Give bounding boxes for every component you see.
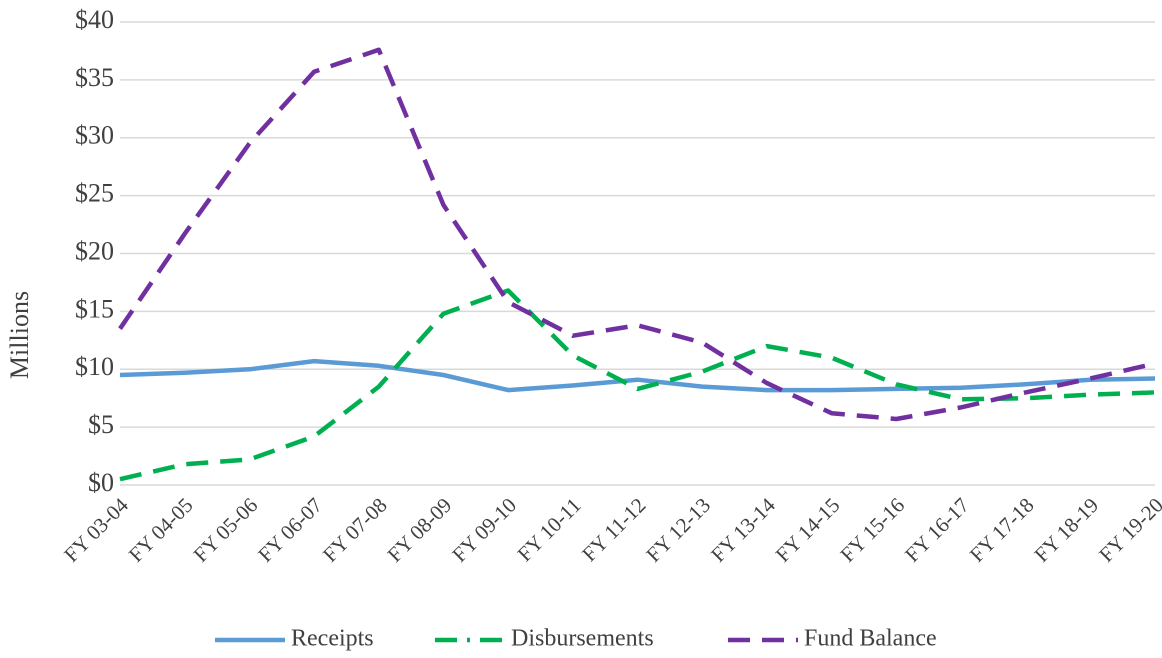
legend-label: Disbursements [511, 626, 654, 652]
y-tick-label: $30 [75, 121, 114, 150]
x-tick-label: FY 07-08 [318, 493, 392, 567]
y-tick-label: $5 [88, 410, 114, 439]
x-tick-label: FY 17-18 [965, 493, 1039, 567]
legend-label: Receipts [291, 626, 374, 652]
x-tick-label: FY 11-12 [577, 493, 650, 566]
x-tick-label: FY 12-13 [641, 493, 715, 567]
x-tick-label: FY 15-16 [835, 493, 909, 567]
x-tick-label: FY 18-19 [1029, 493, 1103, 567]
y-tick-label: $0 [88, 468, 114, 497]
legend-label: Fund Balance [804, 626, 937, 652]
x-tick-label: FY 06-07 [253, 493, 327, 567]
y-axis-label: Millions [5, 291, 34, 379]
y-tick-label: $35 [75, 63, 114, 92]
y-tick-label: $20 [75, 236, 114, 265]
x-tick-label: FY 03-04 [59, 493, 133, 567]
x-tick-label: FY 08-09 [383, 493, 457, 567]
x-tick-label: FY 10-11 [513, 493, 586, 566]
x-tick-label: FY 14-15 [771, 493, 845, 567]
series-line [119, 358, 1156, 393]
y-tick-label: $40 [75, 5, 114, 34]
x-tick-label: FY 19-20 [1094, 493, 1162, 567]
x-tick-label: FY 16-17 [900, 493, 974, 567]
x-tick-label: FY 04-05 [124, 493, 198, 567]
series-line [119, 288, 1156, 482]
x-tick-label: FY 13-14 [706, 493, 780, 567]
y-tick-label: $25 [75, 179, 114, 208]
series-line [118, 47, 1156, 422]
y-tick-label: $10 [75, 352, 114, 381]
x-tick-label: FY 09-10 [447, 493, 521, 567]
x-tick-label: FY 05-06 [189, 493, 263, 567]
y-tick-label: $15 [75, 294, 114, 323]
